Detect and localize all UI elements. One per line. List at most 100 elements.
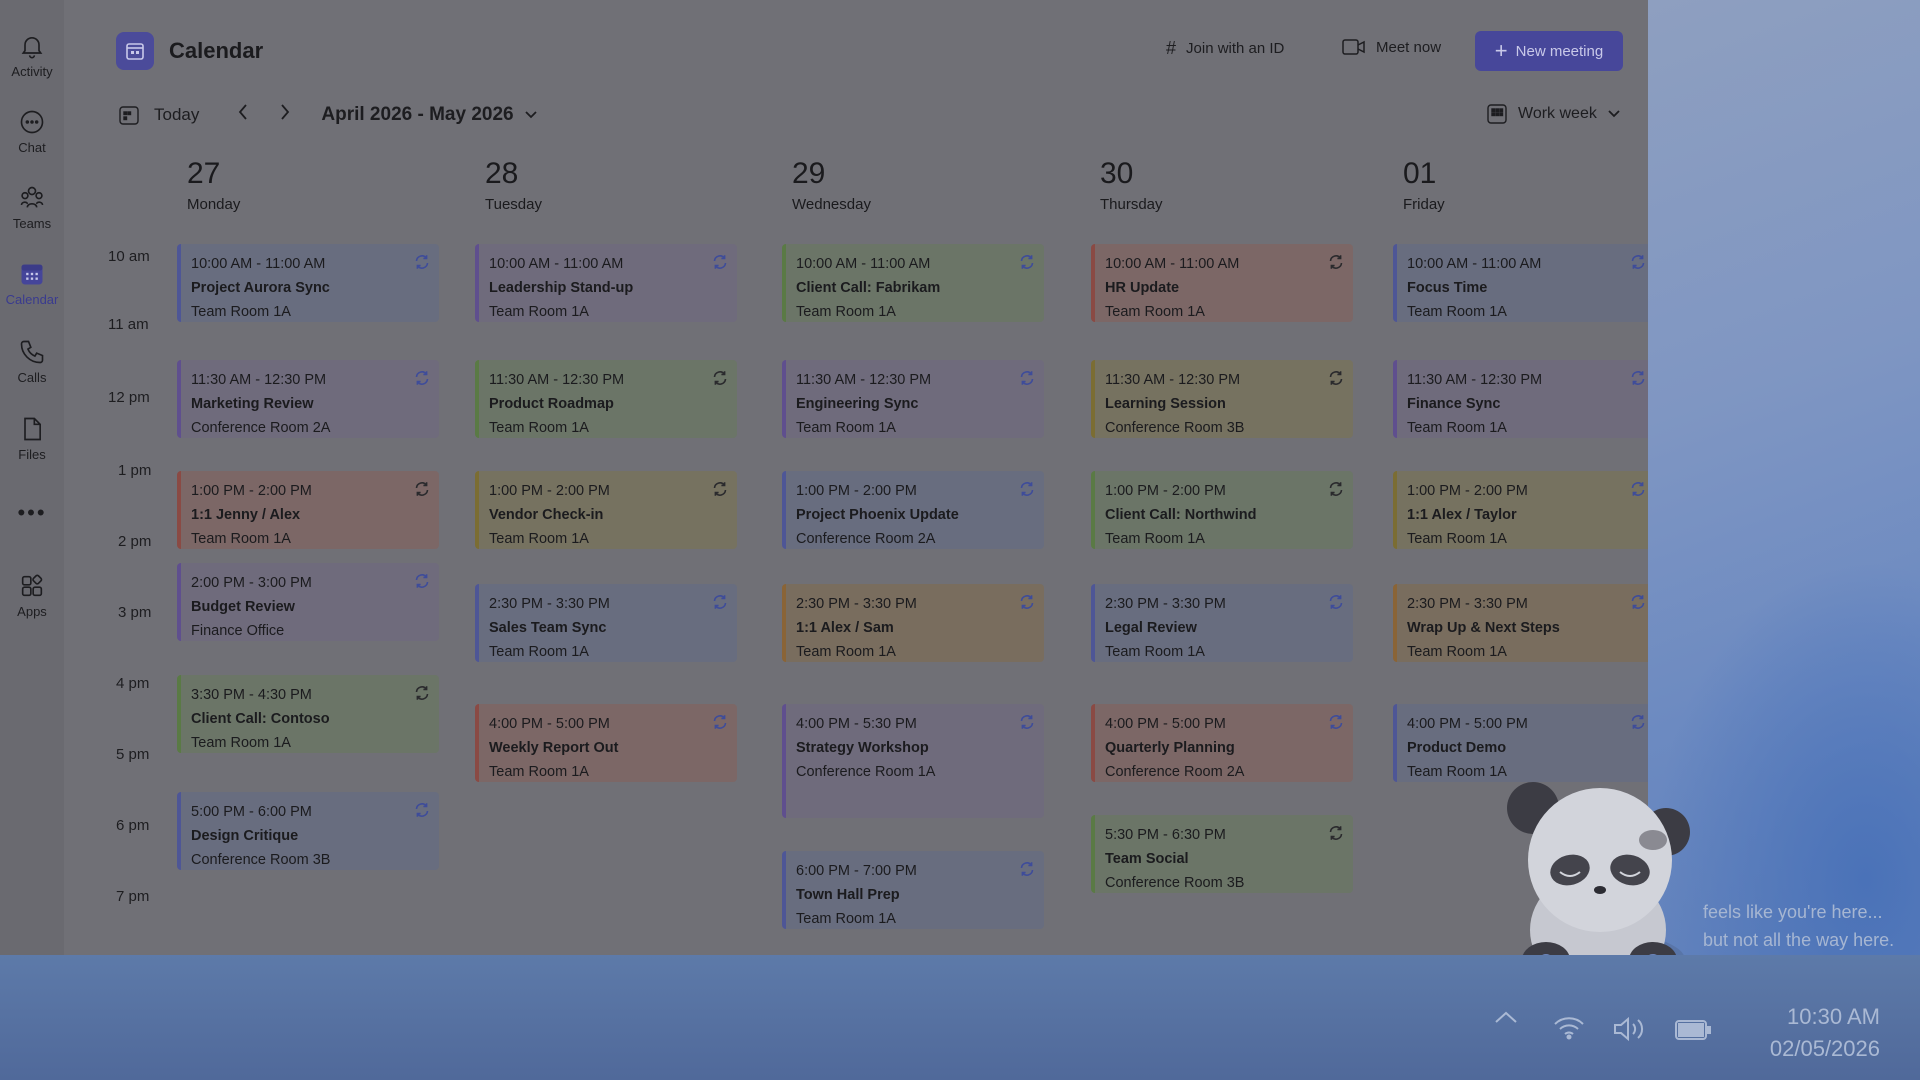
rail-files[interactable]: Files: [0, 415, 64, 477]
calendar-event[interactable]: 2:30 PM - 3:30 PM Sales Team Sync Team Roo…: [475, 584, 737, 662]
taskbar: [0, 955, 1920, 1080]
today-button[interactable]: Today: [154, 104, 200, 124]
calendar-event[interactable]: 5:30 PM - 6:30 PM Team Social Conference R…: [1091, 815, 1353, 893]
event-title: Marketing Review: [191, 396, 314, 412]
calendar-event[interactable]: 11:30 AM - 12:30 PM Engineering Sync Team …: [782, 360, 1044, 438]
time-label: 3 pm: [118, 604, 152, 621]
day-header-monday[interactable]: 27 Monday: [187, 156, 240, 213]
next-chevron-icon[interactable]: [279, 103, 291, 126]
day-header-thursday[interactable]: 30 Thursday: [1100, 156, 1163, 213]
calendar-event[interactable]: 10:00 AM - 11:00 AM Client Call: Fabrikam…: [782, 244, 1044, 322]
calendar-event[interactable]: 1:00 PM - 2:00 PM 1:1 Jenny / Alex Team Ro…: [177, 471, 439, 549]
meet-now-button[interactable]: Meet now: [1342, 38, 1441, 56]
recurring-sync-icon: [1329, 715, 1343, 729]
chevron-down-icon[interactable]: [524, 105, 538, 125]
event-title: Strategy Workshop: [796, 740, 929, 756]
rail-calls[interactable]: Calls: [0, 338, 64, 400]
volume-icon[interactable]: [1612, 1016, 1648, 1042]
event-room: Conference Room 3B: [1105, 420, 1245, 436]
tray-chevron-up-icon[interactable]: [1494, 1010, 1518, 1024]
calendar-event[interactable]: 11:30 AM - 12:30 PM Learning Session Confe…: [1091, 360, 1353, 438]
event-room: Team Room 1A: [489, 531, 589, 547]
calendar-event[interactable]: 2:30 PM - 3:30 PM Wrap Up & Next Steps Tea…: [1393, 584, 1648, 662]
calendar-event[interactable]: 1:00 PM - 2:00 PM 1:1 Alex / Taylor Team R…: [1393, 471, 1648, 549]
event-room: Team Room 1A: [489, 644, 589, 660]
event-time: 5:30 PM - 6:30 PM: [1105, 827, 1226, 843]
rail-apps[interactable]: Apps: [0, 572, 64, 634]
event-room: Team Room 1A: [1105, 644, 1205, 660]
calendar-event[interactable]: 2:30 PM - 3:30 PM 1:1 Alex / Sam Team Room…: [782, 584, 1044, 662]
calendar-event[interactable]: 4:00 PM - 5:00 PM Product Demo Team Room 1…: [1393, 704, 1648, 782]
calendar-event[interactable]: 4:00 PM - 5:00 PM Weekly Report Out Team R…: [475, 704, 737, 782]
calendar-event[interactable]: 2:30 PM - 3:30 PM Legal Review Team Room 1…: [1091, 584, 1353, 662]
recurring-sync-icon: [1631, 371, 1645, 385]
calendar-event[interactable]: 5:00 PM - 6:00 PM Design Critique Conferen…: [177, 792, 439, 870]
rail-label: Apps: [17, 604, 47, 619]
day-header-wednesday[interactable]: 29 Wednesday: [792, 156, 871, 213]
taskbar-clock[interactable]: 10:30 AM 02/05/2026: [1740, 1001, 1880, 1065]
calendar-app-icon: [116, 32, 154, 70]
event-title: Client Call: Northwind: [1105, 507, 1257, 523]
day-header-friday[interactable]: 01 Friday: [1403, 156, 1445, 213]
event-room: Team Room 1A: [489, 304, 589, 320]
calendar-event[interactable]: 1:00 PM - 2:00 PM Project Phoenix Update C…: [782, 471, 1044, 549]
new-meeting-button[interactable]: + New meeting: [1475, 31, 1623, 71]
time-label: 11 am: [108, 316, 149, 333]
calendar-event[interactable]: 4:00 PM - 5:00 PM Quarterly Planning Confe…: [1091, 704, 1353, 782]
event-room: Team Room 1A: [191, 735, 291, 751]
event-time: 4:00 PM - 5:30 PM: [796, 716, 917, 732]
event-time: 3:30 PM - 4:30 PM: [191, 687, 312, 703]
calendar-event[interactable]: 1:00 PM - 2:00 PM Vendor Check-in Team Roo…: [475, 471, 737, 549]
rail-calendar[interactable]: Calendar: [0, 260, 64, 322]
rail-activity[interactable]: Activity: [0, 32, 64, 94]
calendar-event[interactable]: 3:30 PM - 4:30 PM Client Call: Contoso Tea…: [177, 675, 439, 753]
day-number: 01: [1403, 157, 1437, 190]
recurring-sync-icon: [1631, 715, 1645, 729]
event-room: Conference Room 1A: [796, 764, 936, 780]
calendar-event[interactable]: 4:00 PM - 5:30 PM Strategy Workshop Confer…: [782, 704, 1044, 818]
day-name: Thursday: [1100, 196, 1163, 213]
time-label: 10 am: [108, 248, 150, 265]
calendar-event[interactable]: 1:00 PM - 2:00 PM Client Call: Northwind T…: [1091, 471, 1353, 549]
wifi-icon[interactable]: [1553, 1016, 1585, 1040]
day-name: Tuesday: [485, 196, 542, 213]
calendar-event[interactable]: 11:30 AM - 12:30 PM Finance Sync Team Room…: [1393, 360, 1648, 438]
calendar-event[interactable]: 11:30 AM - 12:30 PM Product Roadmap Team R…: [475, 360, 737, 438]
rail-chat[interactable]: Chat: [0, 108, 64, 170]
join-with-id-button[interactable]: # Join with an ID: [1166, 38, 1284, 59]
calendar-event[interactable]: 6:00 PM - 7:00 PM Town Hall Prep Team Room…: [782, 851, 1044, 929]
calendar-event[interactable]: 10:00 AM - 11:00 AM Project Aurora Sync Te…: [177, 244, 439, 322]
event-title: Project Aurora Sync: [191, 280, 330, 296]
recurring-sync-icon: [1020, 862, 1034, 876]
view-select[interactable]: Work week: [1486, 103, 1621, 125]
event-title: Team Social: [1105, 851, 1189, 867]
rail-label: Chat: [18, 140, 46, 155]
calendar-event[interactable]: 10:00 AM - 11:00 AM HR Update Team Room 1A: [1091, 244, 1353, 322]
battery-icon[interactable]: [1674, 1018, 1712, 1042]
calendar-event[interactable]: 10:00 AM - 11:00 AM Leadership Stand-up Te…: [475, 244, 737, 322]
recurring-sync-icon: [415, 803, 429, 817]
event-room: Team Room 1A: [489, 420, 589, 436]
event-time: 1:00 PM - 2:00 PM: [191, 483, 312, 499]
date-range-label[interactable]: April 2026 - May 2026: [321, 103, 514, 125]
more-apps-icon[interactable]: •••: [17, 500, 47, 525]
event-time: 11:30 AM - 12:30 PM: [796, 372, 932, 388]
calendar-event[interactable]: 2:00 PM - 3:00 PM Budget Review Finance Of…: [177, 563, 439, 641]
event-title: Engineering Sync: [796, 396, 919, 412]
recurring-sync-icon: [1329, 482, 1343, 496]
recurring-sync-icon: [1020, 595, 1034, 609]
event-room: Team Room 1A: [1407, 644, 1507, 660]
recurring-sync-icon: [1631, 255, 1645, 269]
recurring-sync-icon: [1631, 482, 1645, 496]
event-time: 1:00 PM - 2:00 PM: [1407, 483, 1528, 499]
prev-chevron-icon[interactable]: [237, 103, 249, 126]
calendar-event[interactable]: 10:00 AM - 11:00 AM Focus Time Team Room 1…: [1393, 244, 1648, 322]
event-room: Team Room 1A: [1105, 531, 1205, 547]
day-header-tuesday[interactable]: 28 Tuesday: [485, 156, 542, 213]
rail-teams[interactable]: Teams: [0, 184, 64, 246]
recurring-sync-icon: [1329, 826, 1343, 840]
event-title: 1:1 Alex / Taylor: [1407, 507, 1517, 523]
calendar-event[interactable]: 11:30 AM - 12:30 PM Marketing Review Confe…: [177, 360, 439, 438]
day-number: 30: [1100, 157, 1134, 190]
event-title: Finance Sync: [1407, 396, 1501, 412]
